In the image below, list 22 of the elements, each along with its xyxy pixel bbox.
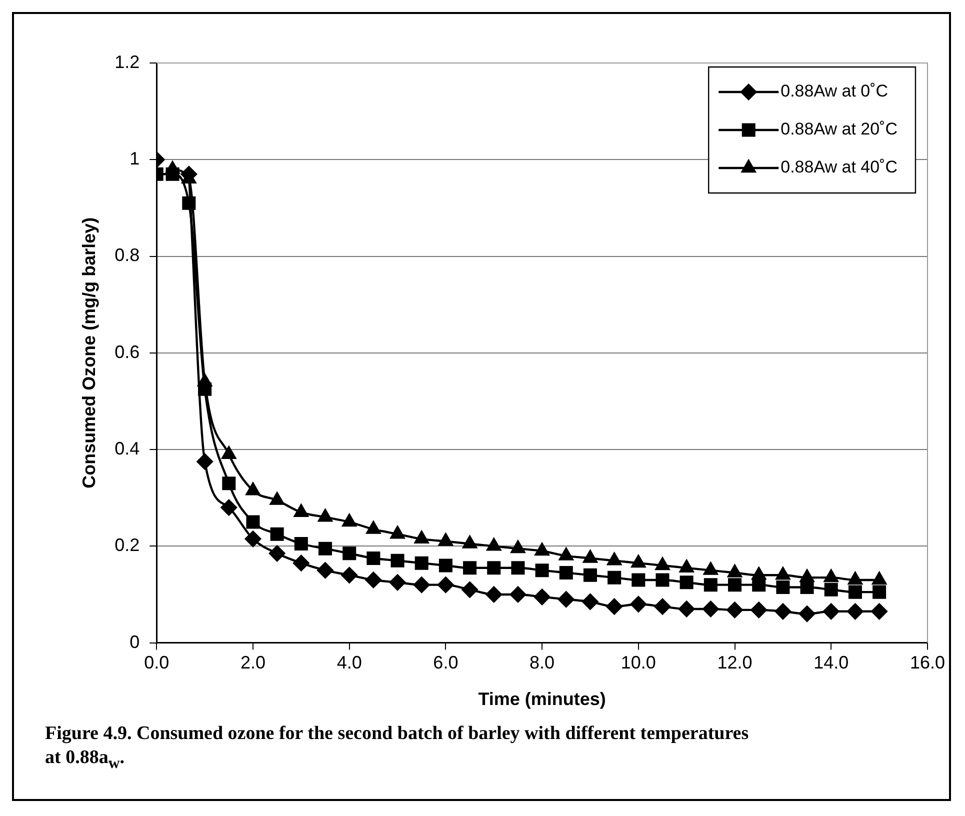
x-axis-title: Time (minutes): [478, 689, 606, 710]
caption: Figure 4.9. Consumed ozone for the second batch of barley with different temperatures at 0.88a$_{w}$.: [45, 722, 750, 774]
x-tick-label: 6.0: [433, 652, 458, 673]
x-tick-label: 2.0: [240, 652, 266, 673]
y-tick-label: 1: [130, 148, 140, 169]
x-tick-label: 16.0: [910, 652, 946, 673]
legend-label: 0.88Aw at 40˚C: [780, 158, 898, 177]
y-axis-title: Consumed Ozone (mg/g barley): [78, 217, 99, 488]
x-tick-label: 12.0: [717, 652, 752, 673]
y-tick-label: 0.2: [114, 535, 140, 556]
legend-label: 0.88Aw at 20˚C: [780, 120, 898, 139]
y-tick-label: 0.8: [114, 245, 140, 266]
y-tick-label: 0.4: [114, 438, 140, 458]
y-tick-label: 0.6: [114, 342, 140, 362]
x-tick-label: 4.0: [336, 652, 362, 673]
x-tick-label: 10.0: [620, 652, 656, 673]
x-tick-label: 14.0: [814, 652, 849, 673]
y-tick-label: 1.2: [114, 52, 140, 72]
x-tick-label: 8.0: [530, 652, 555, 673]
x-tick-label: 0.0: [144, 652, 170, 673]
y-tick-label: 0: [130, 632, 140, 652]
legend-label: 0.88Aw at 0˚C: [780, 82, 888, 101]
